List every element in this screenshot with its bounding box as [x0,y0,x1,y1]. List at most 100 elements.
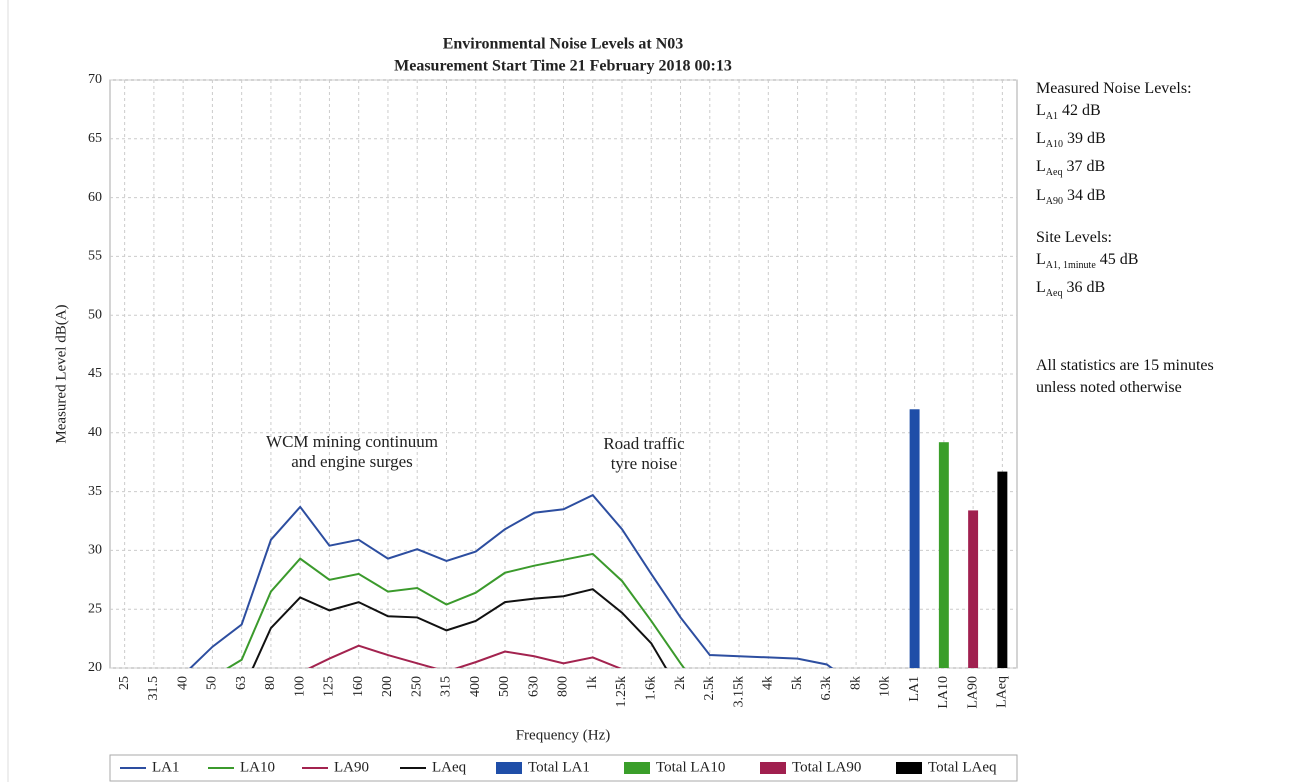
x-tick-label: 1.6k [643,676,658,701]
x-tick-label: 100 [292,676,307,697]
x-tick-label: 1k [585,676,600,690]
y-tick-label: 25 [88,601,102,616]
side-block: Site Levels: LA1, 1minute 45 dB LAeq 36 dB [1036,227,1214,305]
level-subscript: A1 [1045,111,1059,123]
x-tick-label: 200 [380,676,395,697]
legend-box [109,754,1018,782]
bar [909,409,920,668]
legend-label: Total LA1 [528,759,590,775]
x-tick-label: LA1 [907,676,922,702]
x-tick-label: 6.3k [819,676,834,701]
legend-swatch [624,762,650,774]
side-item: LA1, 1minute 45 dB [1036,249,1214,277]
side-item: LA90 34 dB [1036,185,1214,213]
x-tick-label: 315 [439,676,454,697]
annotation: Road traffic [603,434,685,453]
x-tick-label: 1.25k [614,676,629,708]
x-tick-label: 800 [556,676,571,697]
side-panel: Measured Noise Levels: LA1 42 dB LA10 39 d… [1036,78,1214,413]
x-tick-label: 63 [234,676,249,690]
side-item: LAeq 37 dB [1036,156,1214,184]
level-symbol: L [1036,250,1046,268]
plot-layer [189,409,1008,668]
level-value: 39 dB [1067,130,1106,148]
x-tick-label: 80 [263,676,278,690]
legend-label: Total LA90 [792,759,861,775]
x-tick-label: 160 [351,676,366,697]
legend-label: Total LAeq [928,759,997,775]
annotation: and engine surges [291,452,413,471]
legend-swatch [760,762,786,774]
y-tick-label: 20 [88,660,102,675]
chart-title: Environmental Noise Levels at N03 [443,36,684,53]
series-line [226,552,686,668]
level-symbol: L [1036,102,1046,119]
y-tick-label: 35 [88,484,102,499]
level-value: 42 dB [1062,102,1101,119]
level-subscript: A1, 1minute [1045,259,1096,271]
side-note: unless noted otherwise [1036,379,1182,397]
side-item: LA1 42 dB [1036,100,1214,128]
annotation: WCM mining continuum [266,432,438,451]
x-tick-label: 8k [848,676,863,690]
x-tick-label: LA10 [936,676,951,709]
level-value: 45 dB [1099,250,1139,268]
level-symbol: L [1036,158,1046,176]
level-subscript: A10 [1045,139,1064,151]
series-line [251,588,668,668]
side-heading: All statistics are 15 minutes [1036,357,1214,375]
x-axis-title: Frequency (Hz) [516,727,611,743]
legend-swatch [896,762,922,774]
x-tick-label: 10k [878,676,893,697]
bar [938,442,949,668]
y-tick-label: 50 [88,307,102,322]
legend-label: Total LA10 [656,759,725,775]
bar [997,471,1008,668]
legend-label: LAeq [432,759,467,775]
level-subscript: Aeq [1045,167,1063,179]
x-tick-label: LAeq [995,676,1010,708]
side-block: Measured Noise Levels: LA1 42 dB LA10 39 d… [1036,78,1214,213]
x-tick-label: 31.5 [146,676,161,701]
x-tick-label: 4k [761,676,776,690]
y-tick-label: 45 [88,366,102,381]
x-tick-label: 3.15k [731,676,746,708]
level-symbol: L [1036,278,1046,296]
x-tick-label: 2.5k [702,676,717,701]
side-heading: Site Levels: [1036,228,1112,246]
level-value: 34 dB [1067,186,1106,204]
annotation: tyre noise [611,454,678,473]
y-tick-label: 40 [88,425,102,440]
y-tick-label: 30 [88,543,102,558]
x-tick-label: 5k [790,676,805,690]
series-line [189,493,834,668]
x-tick-label: 500 [497,676,512,697]
side-heading: Measured Noise Levels: [1036,80,1192,97]
x-tick-label: 40 [175,676,190,690]
y-tick-label: 65 [88,131,102,146]
level-symbol: L [1036,130,1046,148]
y-tick-label: 55 [88,249,102,264]
level-subscript: A90 [1045,195,1064,207]
x-tick-label: 50 [205,676,220,690]
x-tick-label: 250 [409,676,424,697]
series-line [307,644,622,668]
y-tick-label: 70 [88,72,102,87]
side-item: LAeq 36 dB [1036,277,1214,305]
x-tick-label: 25 [117,676,132,690]
x-tick-label: 630 [526,676,541,697]
x-tick-label: 125 [322,676,337,697]
x-tick-label: 2k [673,676,688,690]
bar [968,510,979,668]
level-subscript: Aeq [1045,288,1063,300]
legend-swatch [496,762,522,774]
x-tick-label: LA90 [965,676,980,709]
legend-label: LA90 [334,759,369,775]
legend-label: LA10 [240,759,275,775]
side-item: LA10 39 dB [1036,128,1214,156]
level-value: 36 dB [1066,278,1106,296]
chart-subtitle: Measurement Start Time 21 February 2018 … [394,58,732,75]
legend-label: LA1 [152,759,180,775]
